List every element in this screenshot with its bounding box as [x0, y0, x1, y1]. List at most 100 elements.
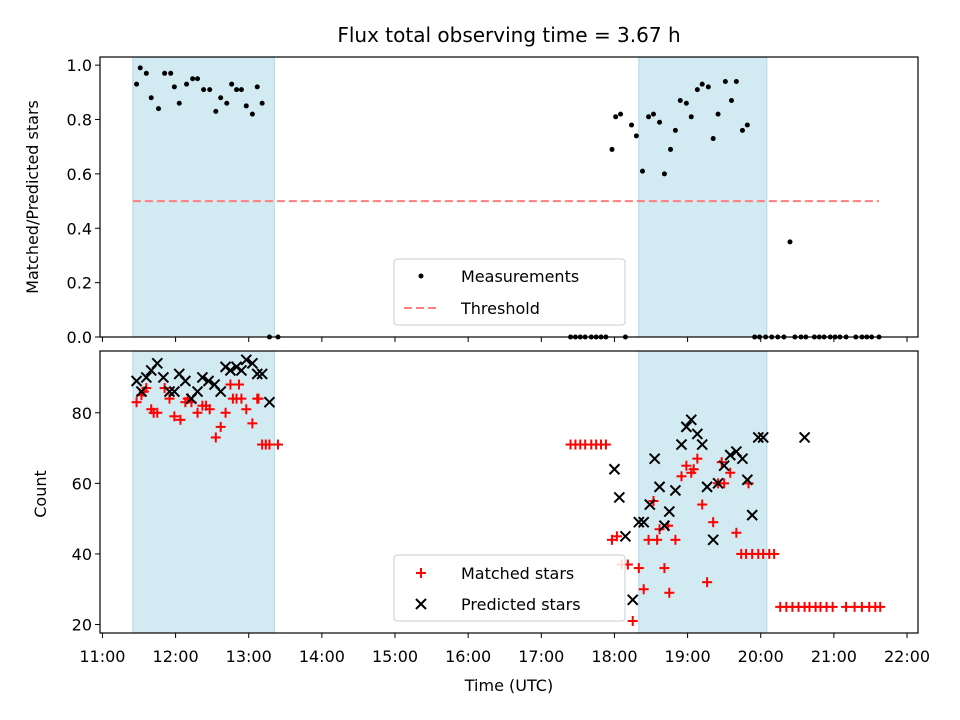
measurement-point — [629, 122, 635, 128]
top-panel: 0.0 0.2 0.4 0.6 0.8 1.0 — [67, 56, 919, 347]
predicted-star-point — [746, 509, 758, 521]
measurement-point — [195, 76, 201, 82]
predicted-star-point — [644, 498, 656, 511]
predicted-star-point — [669, 484, 682, 497]
measurement-point — [672, 127, 678, 133]
matched-star-point — [719, 478, 730, 489]
measurement-point — [224, 100, 230, 106]
predicted-star-point — [202, 375, 215, 387]
legend-predicted-label: Predicted stars — [461, 595, 581, 614]
measurement-point — [715, 111, 721, 117]
legend-matched-marker — [416, 568, 426, 578]
predicted-star-point — [757, 431, 769, 444]
predicted-star-point — [648, 452, 661, 465]
bottom-panel: 20 40 60 80 11:00 12:00 13:00 14:00 15:00 16:00 17… — [72, 350, 930, 666]
matched-star-point — [272, 439, 283, 450]
matched-star-point — [192, 407, 203, 418]
shaded-band-0 — [132, 350, 275, 634]
measurement-point — [249, 111, 255, 117]
x-tick-label: 14:00 — [299, 647, 345, 666]
bottom-legend-box — [393, 554, 626, 622]
predicted-star-point — [191, 385, 204, 398]
predicted-star-point — [741, 474, 754, 486]
measurement-point — [739, 127, 745, 133]
x-axis-label: Time (UTC) — [464, 676, 553, 695]
matched-star-point — [247, 418, 258, 429]
measurement-point — [650, 111, 656, 117]
predicted-star-point — [140, 371, 153, 384]
matched-star-point — [241, 404, 252, 415]
measurement-point — [143, 70, 149, 76]
shaded-band-0 — [132, 56, 275, 338]
predicted-star-point — [151, 357, 164, 370]
measurement-point — [218, 95, 224, 101]
matched-star-point — [260, 439, 271, 450]
matched-star-point — [692, 453, 703, 464]
predicted-star-point — [712, 477, 724, 490]
measurement-point — [213, 108, 219, 114]
matched-star-point — [175, 414, 186, 425]
measurement-point — [148, 95, 154, 101]
measurement-point — [657, 119, 663, 125]
x-tick-label: 15:00 — [372, 647, 418, 666]
x-tick-label: 19:00 — [665, 647, 711, 666]
matched-star-point — [148, 407, 159, 418]
matched-star-point — [670, 534, 681, 545]
shaded-band-1 — [638, 56, 768, 338]
measurement-point — [733, 78, 739, 84]
measurement-point — [699, 81, 705, 87]
y-tick-label: 0.4 — [67, 219, 92, 238]
predicted-star-point — [707, 534, 719, 546]
matched-star-point — [659, 563, 670, 574]
measurement-point — [243, 103, 249, 109]
top-y-axis-label: Matched/Predicted stars — [23, 100, 42, 294]
measurement-point — [176, 100, 182, 106]
measurement-point — [137, 65, 143, 71]
measurement-point — [744, 122, 750, 128]
measurement-point — [238, 87, 244, 93]
matched-star-point — [236, 393, 247, 404]
y-tick-label: 0.8 — [67, 111, 92, 130]
matched-star-point — [708, 517, 719, 528]
predicted-star-point — [256, 368, 268, 380]
predicted-star-point — [653, 481, 666, 493]
predicted-star-point — [263, 396, 276, 408]
predicted-star-point — [613, 491, 626, 504]
predicted-star-point — [798, 431, 811, 444]
predicted-star-point — [638, 516, 650, 528]
predicted-star-point — [752, 431, 765, 444]
y-tick-label: 0.6 — [67, 165, 92, 184]
matched-star-point — [611, 531, 622, 542]
predicted-star-point — [619, 530, 632, 543]
y-tick-label: 40 — [72, 545, 92, 564]
measurement-point — [609, 146, 615, 152]
predicted-star-point — [224, 364, 237, 377]
measurement-point — [134, 81, 140, 87]
measurement-point — [171, 84, 177, 90]
predicted-star-point — [135, 385, 148, 398]
predicted-star-point — [696, 438, 708, 451]
measurement-point — [254, 84, 260, 90]
measurement-point — [705, 84, 711, 90]
measurement-point — [156, 106, 162, 112]
measurement-point — [694, 87, 700, 93]
matched-star-point — [215, 421, 226, 432]
matched-star-point — [253, 393, 264, 404]
measurement-point — [618, 111, 624, 117]
x-tick-label: 12:00 — [153, 647, 199, 666]
matched-star-point — [220, 407, 231, 418]
legend-threshold-label: Threshold — [460, 299, 540, 318]
matched-star-point — [676, 471, 687, 482]
matched-star-point — [233, 379, 244, 390]
measurement-point — [710, 136, 716, 142]
predicted-star-point — [736, 452, 749, 465]
predicted-star-point — [168, 385, 181, 398]
x-tick-label: 20:00 — [738, 647, 784, 666]
measurement-point — [668, 146, 674, 152]
measurement-point — [184, 81, 190, 87]
x-tick-label: 22:00 — [884, 647, 930, 666]
top-legend: Measurements Threshold — [393, 258, 626, 326]
measurement-point — [162, 70, 168, 76]
predicted-star-point — [701, 481, 713, 493]
